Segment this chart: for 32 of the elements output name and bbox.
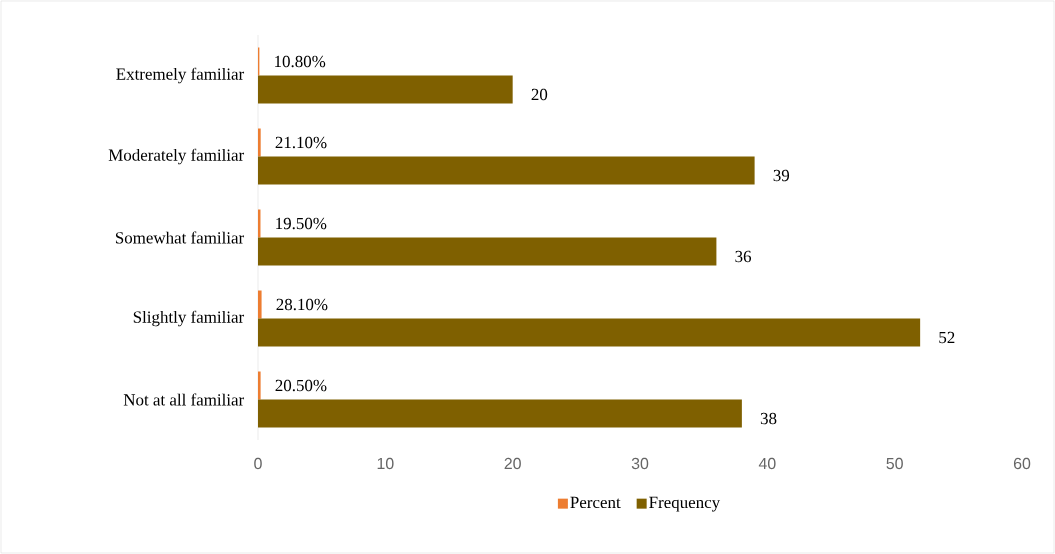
data-label: 39 <box>773 169 790 182</box>
bar <box>258 75 513 104</box>
data-label: 38 <box>760 412 777 425</box>
data-label: 21.10% <box>275 136 327 149</box>
bar <box>258 128 261 157</box>
bar <box>258 156 755 185</box>
y-tick-label: Moderately familiar <box>108 148 245 165</box>
y-tick-label: Somewhat familiar <box>115 231 245 244</box>
legend-label: Frequency <box>649 496 721 512</box>
x-tick-label: 50 <box>886 457 903 470</box>
y-tick-label: Extremely familiar <box>116 67 245 84</box>
data-label: 10.80% <box>275 55 326 68</box>
legend-label: Percent <box>570 496 621 509</box>
x-tick-label: 40 <box>758 457 776 470</box>
x-tick-label: 30 <box>631 457 649 470</box>
bar <box>258 371 261 400</box>
y-tick-label: Not at all familiar <box>123 393 245 406</box>
bar <box>258 290 262 319</box>
x-tick-label: 0 <box>254 457 262 470</box>
data-label: 52 <box>939 331 955 344</box>
bar <box>258 399 742 428</box>
x-tick-label: 60 <box>1013 457 1031 470</box>
bar <box>258 237 717 266</box>
bar <box>258 318 921 347</box>
x-tick-label: 10 <box>377 457 394 470</box>
y-tick-label: Slightly familiar <box>133 310 245 327</box>
data-label: 19.50% <box>276 217 327 230</box>
x-tick-label: 20 <box>504 457 521 470</box>
data-label: 20.50% <box>275 379 327 392</box>
data-label: 28.10% <box>276 298 328 311</box>
data-label: 36 <box>735 250 752 263</box>
data-label: 20 <box>531 88 548 101</box>
